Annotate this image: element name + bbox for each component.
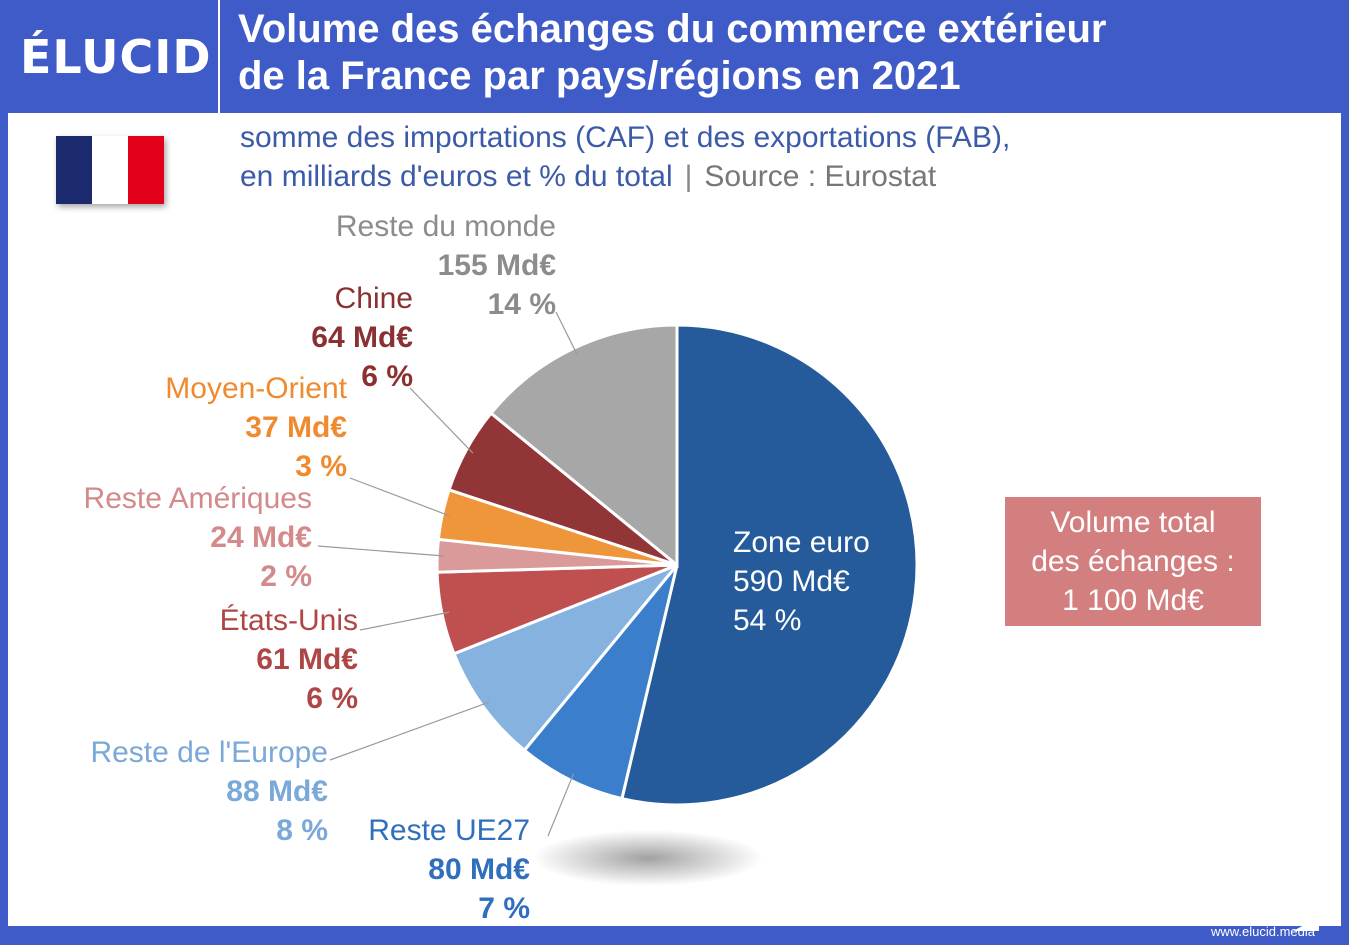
total-value: 1 100 Md€ <box>1062 584 1204 617</box>
total-line-1: Volume total <box>1050 506 1216 539</box>
label-reste-ue27-name: Reste UE27 <box>368 814 530 847</box>
total-line-2: des échanges : <box>1031 545 1235 578</box>
label-chine-name: Chine <box>335 282 413 315</box>
subtitle-separator: | <box>684 160 693 193</box>
label-reste-du-monde-name: Reste du monde <box>336 210 556 243</box>
pie-slice-zone-euro <box>620 323 919 807</box>
label-zone-euro-name: Zone euro <box>733 526 870 559</box>
header-divider <box>218 0 220 113</box>
label-reste-ameriques-name: Reste Amériques <box>84 482 312 515</box>
label-etats-unis-name: États-Unis <box>220 604 358 637</box>
header-bar: ÉLUCID Volume des échanges du commerce e… <box>0 0 1349 113</box>
flag-stripe-blue <box>56 136 92 204</box>
label-reste-du-monde-value: 155 Md€ <box>438 249 557 282</box>
label-chine-value: 64 Md€ <box>311 321 413 354</box>
label-zone-euro-percent: 54 % <box>733 604 801 637</box>
leader-line-chine <box>409 387 474 454</box>
label-chine-percent: 6 % <box>361 360 413 393</box>
france-flag-icon <box>56 136 164 204</box>
label-reste-du-monde-percent: 14 % <box>488 288 556 321</box>
page-title: Volume des échanges du commerce extérieu… <box>238 6 1338 100</box>
label-etats-unis-percent: 6 % <box>306 682 358 715</box>
footer-url[interactable]: www.elucid.media <box>1210 924 1315 939</box>
leader-line-etats-unis <box>359 611 450 631</box>
elucid-mark-icon <box>1293 917 1319 931</box>
subtitle-line-2: en milliards d'euros et % du total | Sourc… <box>240 157 1290 196</box>
label-moyen-orient-percent: 3 % <box>295 450 347 483</box>
leader-line-reste-du-monde <box>555 311 578 355</box>
label-reste-de-l-europe-name: Reste de l'Europe <box>90 736 328 769</box>
leader-line-reste-de-l-europe <box>329 701 490 761</box>
source-label: Source : Eurostat <box>704 160 937 193</box>
title-line-2: de la France par pays/régions en 2021 <box>238 54 961 98</box>
label-reste-ue27-value: 80 Md€ <box>428 853 530 886</box>
label-etats-unis-value: 61 Md€ <box>256 643 358 676</box>
title-line-1: Volume des échanges du commerce extérieu… <box>238 7 1107 51</box>
label-reste-ameriques-value: 24 Md€ <box>210 521 312 554</box>
leader-line-moyen-orient <box>349 477 450 517</box>
elucid-logo: ÉLUCID <box>20 30 212 84</box>
label-reste-de-l-europe-value: 88 Md€ <box>226 775 328 808</box>
leader-line-reste-ameriques <box>317 545 445 557</box>
flag-stripe-white <box>92 136 128 204</box>
label-reste-ameriques-percent: 2 % <box>260 560 312 593</box>
subtitle: somme des importations (CAF) et des expo… <box>240 118 1290 196</box>
pie-slice-reste-de-l-europe <box>452 563 679 753</box>
total-volume-box: Volume total des échanges : 1 100 Md€ <box>1005 497 1261 626</box>
subtitle-line-1: somme des importations (CAF) et des expo… <box>240 121 1011 154</box>
label-zone-euro-value: 590 Md€ <box>733 565 850 598</box>
label-moyen-orient-value: 37 Md€ <box>245 411 347 444</box>
leader-line-reste-ue27 <box>547 773 575 837</box>
label-reste-de-l-europe-percent: 8 % <box>276 814 328 847</box>
label-reste-ue27-percent: 7 % <box>478 892 530 925</box>
label-moyen-orient-name: Moyen-Orient <box>165 372 347 405</box>
pie-shadow <box>533 830 763 886</box>
subtitle-units: en milliards d'euros et % du total <box>240 160 673 193</box>
flag-stripe-red <box>128 136 164 204</box>
